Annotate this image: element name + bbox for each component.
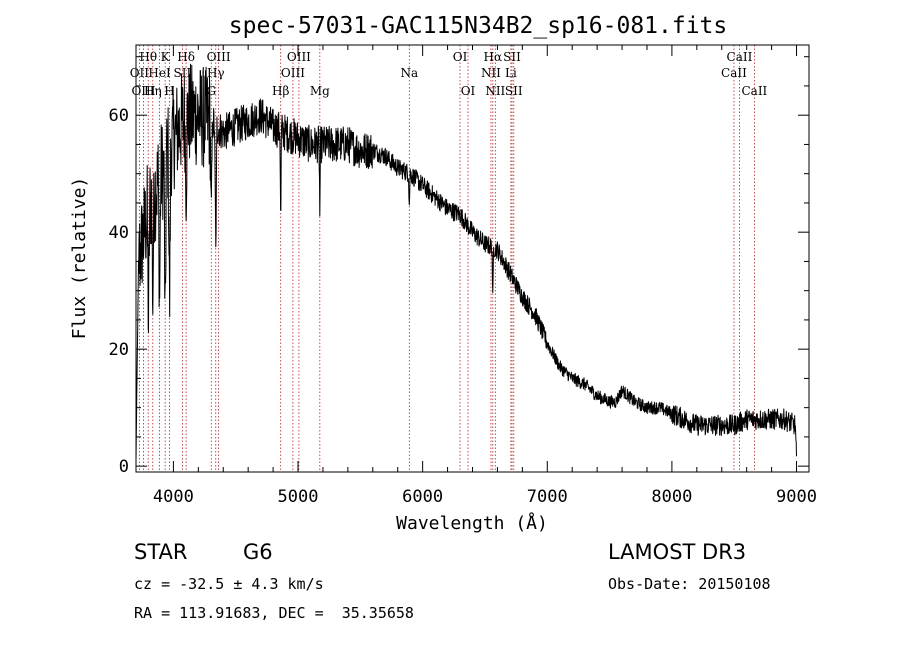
spectral-line-label: HeI [148, 66, 171, 80]
spectral-line-label: Li [505, 66, 517, 80]
spectrum-line [135, 63, 797, 461]
spectral-line-label: SII [174, 66, 192, 80]
spectral-line-label: Hθ [139, 50, 157, 64]
spectral-line-label: K [161, 50, 171, 64]
y-tick-labels: 0 20 40 60 [109, 106, 129, 477]
spectral-line-label: OIII [131, 84, 155, 98]
spectral-line-markers [138, 45, 755, 472]
spectral-line-label: CaII [727, 50, 753, 64]
spectral-line-label: Na [400, 66, 418, 80]
spectral-line-label: OI [453, 50, 468, 64]
y-tick-label: 20 [109, 340, 129, 360]
spectral-line-label: CaII [721, 66, 747, 80]
x-tick-label: 4000 [153, 487, 194, 507]
spectral-line-label: OI [461, 84, 476, 98]
spectral-line-label: NII [481, 66, 501, 80]
spectral-line-label: Mg [310, 84, 330, 98]
spectral-line-label: Hη [144, 84, 162, 98]
spectral-line-label: OIII [281, 66, 305, 80]
chart-title: spec-57031-GAC115N34B2_sp16-081.fits [229, 13, 728, 39]
y-tick-label: 0 [119, 457, 129, 477]
spectral-line-label: SII [503, 50, 521, 64]
x-tick-label: 6000 [402, 487, 443, 507]
axis-ticks [136, 45, 809, 472]
spectral-line-label: H [164, 84, 174, 98]
survey-name: LAMOST DR3 [608, 540, 747, 564]
spectral-line-label: NII [485, 84, 505, 98]
spectral-line-label: SII [505, 84, 523, 98]
object-subclass: G6 [243, 540, 273, 564]
y-tick-label: 60 [109, 106, 129, 126]
y-axis-label: Flux (relative) [69, 177, 90, 340]
spectral-line-label: OIII [207, 50, 231, 64]
spectral-line-label: Hα [484, 50, 503, 64]
observation-date: Obs-Date: 20150108 [608, 575, 771, 593]
spectral-line-label: OIII [287, 50, 311, 64]
redshift-cz: cz = -32.5 ± 4.3 km/s [134, 575, 324, 593]
x-tick-labels: 4000 5000 6000 7000 8000 9000 [153, 487, 817, 507]
y-tick-label: 40 [109, 223, 129, 243]
x-tick-label: 7000 [527, 487, 568, 507]
spectral-line-label: G [206, 84, 216, 98]
x-tick-label: 8000 [651, 487, 692, 507]
spectral-line-label: Hγ [207, 66, 225, 80]
x-tick-label: 9000 [776, 487, 817, 507]
spectral-line-label: OII [130, 66, 150, 80]
x-tick-label: 5000 [278, 487, 319, 507]
object-class: STAR [134, 540, 188, 564]
spectral-line-label: Hδ [177, 50, 195, 64]
spectral-line-label: Hβ [272, 84, 289, 98]
coordinates: RA = 113.91683, DEC = 35.35658 [134, 604, 414, 622]
spectrum-chart: spec-57031-GAC115N34B2_sp16-081.fits Hθ O… [69, 13, 817, 534]
x-axis-label: Wavelength (Å) [396, 512, 548, 534]
spectral-line-label: CaII [741, 84, 767, 98]
